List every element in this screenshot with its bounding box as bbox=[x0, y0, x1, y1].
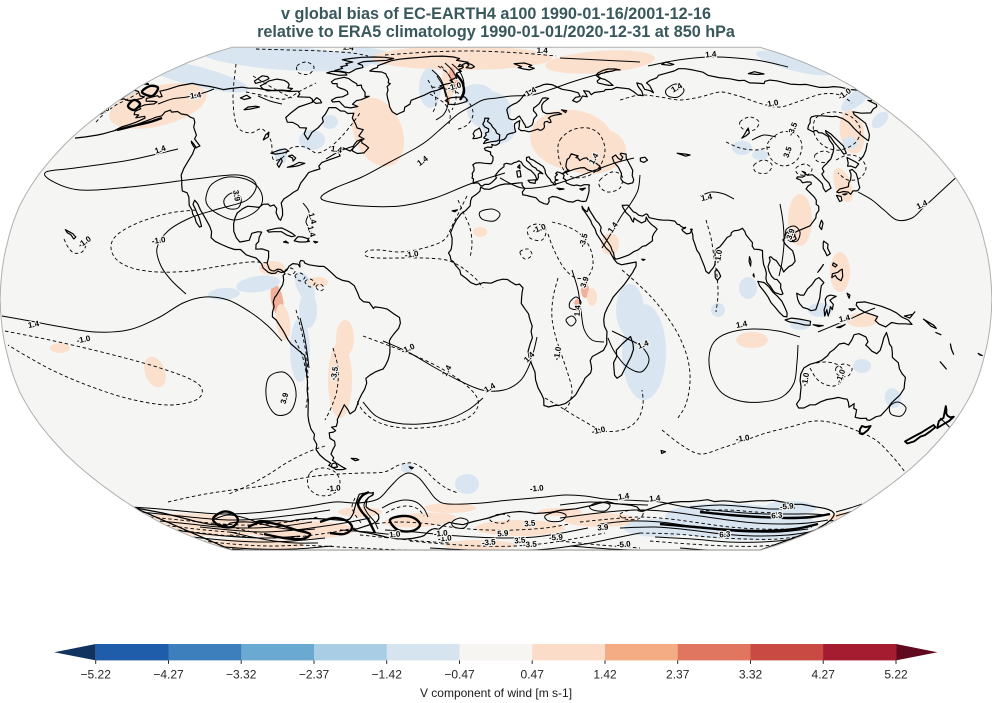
svg-text:3.9: 3.9 bbox=[579, 275, 591, 289]
svg-text:1.0: 1.0 bbox=[389, 529, 401, 539]
svg-text:3.5: 3.5 bbox=[514, 535, 526, 545]
svg-text:1.4: 1.4 bbox=[27, 319, 40, 330]
svg-text:-1.0: -1.0 bbox=[434, 528, 449, 538]
svg-text:-1.0: -1.0 bbox=[151, 235, 166, 246]
svg-text:1.4: 1.4 bbox=[573, 304, 583, 316]
svg-text:1.4: 1.4 bbox=[330, 144, 343, 155]
svg-text:−3.32: −3.32 bbox=[226, 668, 257, 682]
svg-text:1.42: 1.42 bbox=[593, 668, 617, 682]
svg-text:-3.5: -3.5 bbox=[482, 537, 497, 547]
svg-text:1.4: 1.4 bbox=[307, 212, 319, 226]
svg-text:-1.0: -1.0 bbox=[764, 98, 780, 109]
svg-text:−5.22: −5.22 bbox=[81, 668, 112, 682]
svg-text:4.27: 4.27 bbox=[812, 668, 836, 682]
svg-text:−1.42: −1.42 bbox=[372, 668, 403, 682]
svg-text:-5.0: -5.0 bbox=[617, 539, 632, 549]
svg-text:1.4: 1.4 bbox=[306, 225, 318, 239]
svg-text:-1.0: -1.0 bbox=[438, 533, 453, 543]
svg-text:5.9: 5.9 bbox=[497, 528, 509, 538]
svg-text:3.9: 3.9 bbox=[231, 189, 242, 202]
svg-text:1.4: 1.4 bbox=[342, 43, 354, 53]
svg-text:-1.0: -1.0 bbox=[800, 371, 811, 387]
svg-text:0.47: 0.47 bbox=[521, 668, 545, 682]
svg-text:5.22: 5.22 bbox=[884, 668, 908, 682]
svg-text:−2.37: −2.37 bbox=[299, 668, 330, 682]
svg-text:1.4: 1.4 bbox=[190, 90, 203, 101]
svg-text:-3.5: -3.5 bbox=[523, 540, 538, 550]
svg-text:3.9: 3.9 bbox=[279, 391, 291, 405]
svg-text:-1.0: -1.0 bbox=[530, 483, 545, 493]
svg-text:-3.5: -3.5 bbox=[329, 365, 340, 381]
svg-text:3.32: 3.32 bbox=[739, 668, 763, 682]
svg-text:-1.0: -1.0 bbox=[591, 425, 607, 437]
svg-text:3.5: 3.5 bbox=[524, 518, 536, 528]
svg-text:-1.0: -1.0 bbox=[327, 483, 342, 493]
svg-text:3.9: 3.9 bbox=[597, 522, 609, 532]
svg-text:-5.9: -5.9 bbox=[780, 501, 795, 511]
svg-text:−4.27: −4.27 bbox=[153, 668, 184, 682]
svg-text:-1.0: -1.0 bbox=[76, 334, 92, 346]
svg-text:V component of wind [m s-1]: V component of wind [m s-1] bbox=[420, 686, 572, 700]
svg-text:1.4: 1.4 bbox=[705, 49, 717, 59]
svg-text:1.4: 1.4 bbox=[700, 192, 713, 203]
svg-text:-1.0: -1.0 bbox=[552, 345, 563, 361]
svg-text:relative to ERA5 climatology 1: relative to ERA5 climatology 1990-01-01/… bbox=[257, 23, 736, 41]
svg-text:-5.9: -5.9 bbox=[549, 533, 564, 543]
svg-text:1.4: 1.4 bbox=[536, 46, 548, 56]
svg-text:1.4: 1.4 bbox=[735, 319, 748, 330]
svg-text:6.3: 6.3 bbox=[719, 529, 731, 539]
svg-text:v global bias of EC-EARTH4 a10: v global bias of EC-EARTH4 a100 1990-01-… bbox=[281, 5, 711, 23]
svg-text:6.3: 6.3 bbox=[771, 510, 783, 520]
svg-text:1.4: 1.4 bbox=[649, 493, 661, 503]
svg-text:1.4: 1.4 bbox=[838, 313, 851, 324]
svg-text:-1.0: -1.0 bbox=[713, 248, 724, 264]
svg-text:1.4: 1.4 bbox=[618, 491, 631, 502]
svg-text:-1.0: -1.0 bbox=[735, 433, 750, 444]
svg-text:−0.47: −0.47 bbox=[444, 668, 475, 682]
svg-text:-1.0: -1.0 bbox=[404, 249, 419, 260]
svg-text:2.37: 2.37 bbox=[666, 668, 690, 682]
